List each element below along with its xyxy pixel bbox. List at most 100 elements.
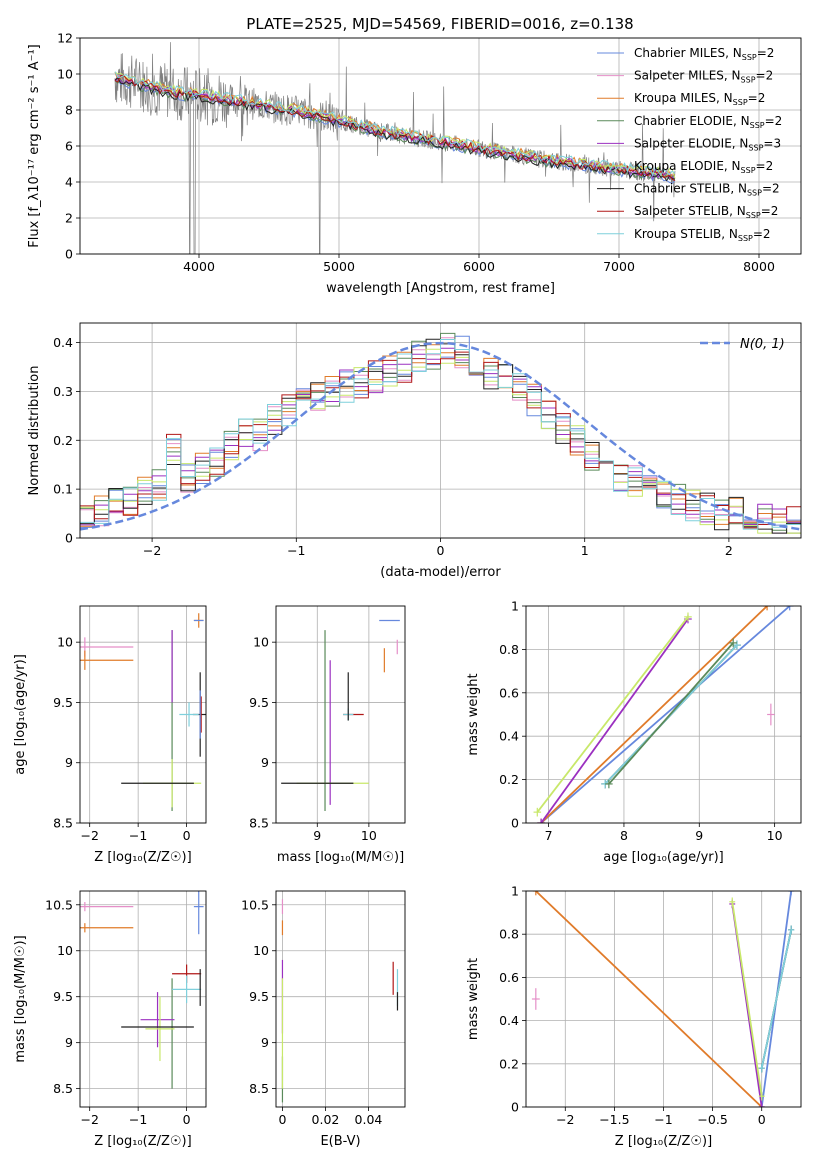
legend-suffix: =3 — [763, 136, 781, 150]
y-tick-label: 9 — [261, 755, 269, 770]
y-axis-label: Normed distribution — [27, 366, 42, 496]
legend-suffix: =2 — [748, 91, 766, 105]
plot-area — [531, 891, 795, 1107]
y-tick-label: 0 — [65, 531, 73, 546]
y-tick-label: 9 — [65, 755, 73, 770]
y-tick-label: 0.1 — [53, 482, 73, 497]
x-axis-label: wavelength [Angstrom, rest frame] — [326, 281, 555, 296]
y-tick-label: 8 — [65, 103, 73, 118]
y-axis-label: mass [log₁₀(M/M☉)] — [13, 935, 28, 1062]
legend-entry: Salpeter MILES, NSSP=2 — [634, 69, 773, 85]
y-tick-label: 10 — [57, 635, 73, 650]
plot-area — [80, 613, 206, 811]
x-tick-label: 2 — [725, 543, 733, 558]
legend-sub: SSP — [741, 166, 756, 175]
legend-suffix: =2 — [762, 182, 780, 196]
legend-label: Salpeter STELIB, N — [634, 204, 746, 218]
y-tick-label: 4 — [65, 175, 73, 190]
y-tick-label: 10 — [253, 943, 269, 958]
legend-sub: SSP — [747, 189, 762, 198]
legend-sub: SSP — [733, 98, 748, 107]
legend-entry: Salpeter ELODIE, NSSP=3 — [634, 136, 781, 152]
legend-entry: Salpeter STELIB, NSSP=2 — [634, 204, 778, 220]
x-axis-label: Z [log₁₀(Z/Z☉)] — [94, 1134, 191, 1149]
histogram-salpeter_stelib — [80, 351, 801, 529]
histogram-kroupa_elodie — [80, 348, 801, 534]
legend-sub: SSP — [738, 234, 753, 243]
y-tick-label: 10 — [253, 635, 269, 650]
legend-sub: SSP — [742, 53, 757, 62]
panel-z-mass: −2 −1 0 8.5 9 9.5 10 10.5 Z [log₁₀(Z/Z☉)] mass [l… — [13, 890, 207, 1149]
y-tick-label: 0.4 — [53, 335, 73, 350]
legend-entry: Chabrier MILES, NSSP=2 — [634, 46, 774, 62]
weight-line-kroupa_elodie — [731, 901, 763, 1097]
y-tick-label: 0.2 — [499, 1056, 519, 1071]
x-axis-label: (data-model)/error — [380, 565, 501, 580]
weight-line-kroupa_elodie — [536, 616, 689, 813]
y-tick-label: 0.8 — [499, 927, 519, 942]
x-tick-label: 0 — [183, 828, 191, 843]
panel-z-age: −2 −1 0 8.5 9 9.5 10 Z [log₁₀(Z/Z☉)] age [log₁₀(… — [13, 605, 207, 865]
plot-area — [281, 619, 400, 811]
legend-sub: SSP — [741, 76, 756, 85]
normal-curve — [80, 341, 801, 531]
x-axis-label: mass [log₁₀(M/M☉)] — [277, 850, 404, 865]
legend-entry: Chabrier ELODIE, NSSP=2 — [634, 114, 782, 130]
y-tick-label: 2 — [65, 211, 73, 226]
y-tick-label: 9 — [261, 1035, 269, 1050]
legend: Chabrier MILES, NSSP=2 Salpeter MILES, NS… — [597, 46, 782, 243]
x-tick-label: 0 — [758, 1112, 766, 1127]
y-axis-label: mass weight — [466, 958, 481, 1040]
legend-suffix: =2 — [756, 69, 774, 83]
legend-label: Chabrier ELODIE, N — [634, 114, 750, 128]
plot-area — [114, 42, 676, 254]
y-tick-label: 0.2 — [499, 772, 519, 787]
y-tick-label: 9 — [65, 1035, 73, 1050]
gridlines — [526, 890, 801, 1108]
x-tick-label: −2 — [143, 543, 161, 558]
gridlines — [526, 605, 801, 824]
x-tick-label: 8000 — [743, 259, 775, 274]
x-tick-label: 5000 — [323, 259, 355, 274]
y-tick-label: 8.5 — [249, 816, 269, 831]
y-tick-label: 1 — [511, 599, 519, 614]
y-tick-label: 0.3 — [53, 384, 73, 399]
x-tick-label: −0.5 — [697, 1112, 727, 1127]
legend-sub: SSP — [748, 143, 763, 152]
x-axis-label: age [log₁₀(age/yr)] — [603, 850, 724, 865]
x-tick-label: 0 — [183, 1112, 191, 1127]
legend-label: Kroupa STELIB, N — [634, 227, 738, 241]
y-tick-label: 10 — [57, 943, 73, 958]
y-tick-label: 10 — [57, 67, 73, 82]
x-tick-label: −2 — [80, 828, 98, 843]
axes-frame — [275, 890, 406, 1108]
x-axis-label: Z [log₁₀(Z/Z☉)] — [94, 850, 191, 865]
legend-entry: Kroupa STELIB, NSSP=2 — [634, 227, 771, 243]
y-tick-label: 6 — [65, 139, 73, 154]
panel-spectrum: 4000 5000 6000 7000 8000 0 2 4 6 8 10 12 wavelength … — [27, 31, 802, 296]
legend-suffix: =2 — [765, 114, 783, 128]
x-tick-label: 0.04 — [355, 1112, 383, 1127]
gridlines — [276, 606, 405, 824]
y-tick-label: 0.6 — [499, 685, 519, 700]
legend-suffix: =2 — [761, 204, 779, 218]
y-tick-label: 0.2 — [53, 433, 73, 448]
x-tick-label: −2 — [556, 1112, 574, 1127]
y-tick-label: 10.5 — [45, 897, 73, 912]
weight-line-kroupa_miles — [535, 891, 763, 1107]
x-tick-label: 0 — [278, 1112, 286, 1127]
weight-line-chabrier_miles — [540, 606, 791, 823]
weight-line-kroupa_miles — [540, 606, 768, 823]
model-spectrum-kroupa_stelib — [114, 71, 676, 177]
x-tick-label: 9 — [313, 828, 321, 843]
x-tick-label: 1 — [581, 543, 589, 558]
legend-label: Chabrier STELIB, N — [634, 182, 747, 196]
panel-z-weight: −2 −1.5 −1 −0.5 0 0 0.2 0.4 0.6 0.8 1 Z [log₁₀(Z/Z☉… — [466, 884, 802, 1149]
x-tick-label: 10 — [361, 828, 377, 843]
legend-label: Kroupa MILES, N — [634, 91, 733, 105]
plot-area — [80, 332, 801, 534]
x-tick-label: 6000 — [463, 259, 495, 274]
y-tick-label: 0.4 — [499, 729, 519, 744]
x-tick-label: 0 — [437, 543, 445, 558]
